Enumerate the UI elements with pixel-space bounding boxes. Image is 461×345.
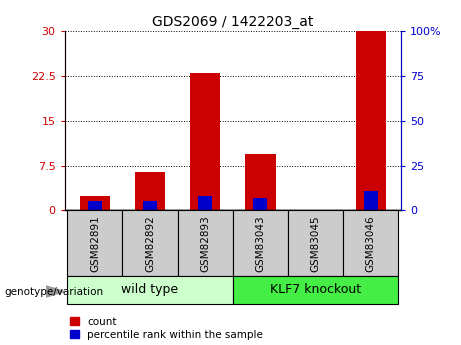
Polygon shape	[46, 286, 65, 297]
Bar	[88, 201, 102, 210]
Text: GSM83046: GSM83046	[366, 215, 376, 272]
Legend: count, percentile rank within the sample: count, percentile rank within the sample	[70, 317, 263, 340]
Bar	[245, 154, 276, 210]
Title: GDS2069 / 1422203_at: GDS2069 / 1422203_at	[152, 14, 313, 29]
Bar	[177, 210, 233, 276]
Bar	[233, 210, 288, 276]
Text: genotype/variation: genotype/variation	[5, 287, 104, 296]
Text: GSM83043: GSM83043	[255, 215, 266, 272]
Text: GSM82892: GSM82892	[145, 215, 155, 272]
Bar	[190, 73, 220, 210]
Bar	[355, 31, 386, 210]
Bar	[135, 171, 165, 210]
Bar	[343, 210, 398, 276]
Bar	[67, 210, 123, 276]
Bar	[123, 210, 177, 276]
Text: GSM82891: GSM82891	[90, 215, 100, 272]
Text: wild type: wild type	[122, 283, 178, 296]
Text: KLF7 knockout: KLF7 knockout	[270, 283, 361, 296]
Bar	[288, 210, 343, 276]
Text: GSM83045: GSM83045	[311, 215, 320, 272]
Text: GSM82893: GSM82893	[200, 215, 210, 272]
Bar	[364, 191, 378, 210]
Bar	[233, 276, 398, 304]
Bar	[198, 196, 212, 210]
Bar	[254, 198, 267, 210]
Bar	[67, 276, 233, 304]
Bar	[80, 196, 110, 210]
Bar	[143, 201, 157, 210]
